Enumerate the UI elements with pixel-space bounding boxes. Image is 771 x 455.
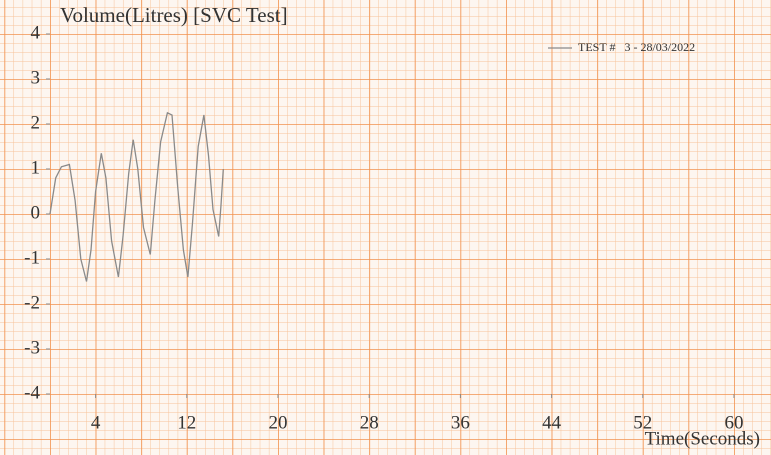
y-tick-label: -2 [24,292,40,313]
chart-title: Volume(Litres) [SVC Test] [60,3,288,27]
y-tick-label: 2 [31,112,41,133]
legend-label: TEST # 3 - 28/03/2022 [578,40,695,54]
y-tick-label: -3 [24,337,40,358]
y-tick-label: 1 [31,157,41,178]
x-tick-label: 4 [91,412,101,433]
x-tick-label: 52 [633,412,652,433]
x-axis-label: Time(Seconds) [645,428,760,449]
data-line [49,111,224,282]
y-tick-label: -4 [24,382,40,403]
x-tick-label: 20 [269,412,288,433]
y-tick-label: 4 [31,22,41,43]
x-tick-label: 12 [177,412,196,433]
y-tick-label: -1 [24,247,40,268]
x-tick-label: 60 [725,412,744,433]
x-tick-label: 44 [542,412,562,433]
x-tick-label: 28 [360,412,379,433]
x-tick-label: 36 [451,412,470,433]
y-tick-label: 3 [31,67,41,88]
y-tick-label: 0 [31,202,41,223]
